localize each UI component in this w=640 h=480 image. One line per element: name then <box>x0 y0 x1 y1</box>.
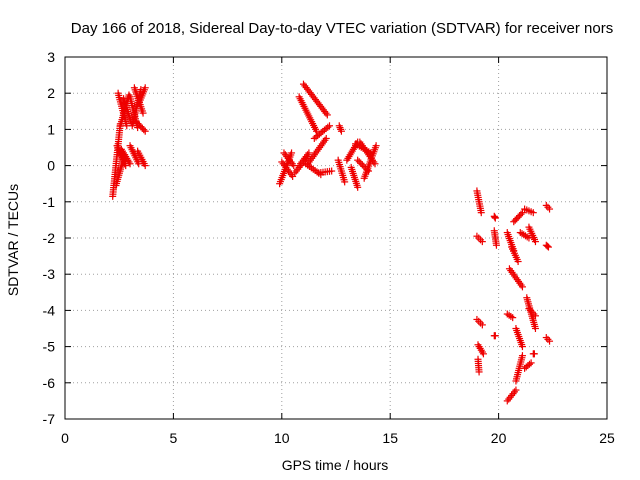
data-point <box>529 209 537 217</box>
x-tick-label: 25 <box>599 430 615 446</box>
y-tick-label: -6 <box>43 375 56 391</box>
y-tick-label: 3 <box>47 49 55 65</box>
data-point <box>491 214 499 222</box>
data-point <box>477 319 485 327</box>
data-point <box>141 84 149 92</box>
y-tick-label: -7 <box>43 411 56 427</box>
data-point <box>324 123 332 131</box>
x-tick-label: 0 <box>61 430 69 446</box>
data-point <box>305 149 313 157</box>
data-point <box>479 350 487 358</box>
data-point <box>358 161 366 169</box>
data-points <box>109 80 554 405</box>
chart-grid <box>65 57 607 419</box>
data-point <box>354 183 362 191</box>
y-tick-label: -5 <box>43 339 56 355</box>
data-point <box>122 162 130 170</box>
data-point <box>478 238 486 246</box>
data-point <box>289 172 297 180</box>
data-point <box>492 241 500 249</box>
data-point <box>355 158 363 166</box>
data-point <box>337 127 345 135</box>
data-point <box>514 258 522 266</box>
data-point <box>328 167 336 175</box>
data-point <box>546 205 554 213</box>
data-point <box>518 209 526 217</box>
data-point <box>544 243 552 251</box>
axis-ticks: 0 5 10 15 20 25 -7 -6 -5 -4 -3 -2 -1 0 1 2 3 <box>43 49 615 446</box>
data-point <box>531 312 539 320</box>
y-tick-label: 0 <box>47 158 55 174</box>
data-point <box>518 352 526 360</box>
y-axis-label: SDTVAR / TECUs <box>5 184 21 296</box>
x-tick-label: 15 <box>382 430 398 446</box>
data-point <box>542 201 550 209</box>
x-axis-label: GPS time / hours <box>282 457 389 473</box>
data-point <box>354 156 362 164</box>
data-point <box>141 162 149 170</box>
data-point <box>288 149 296 157</box>
data-point <box>322 134 330 142</box>
data-point <box>546 337 554 345</box>
data-point <box>518 343 526 351</box>
data-point <box>325 122 333 130</box>
x-tick-label: 20 <box>491 430 507 446</box>
y-tick-label: 1 <box>47 121 55 137</box>
data-point <box>473 315 481 323</box>
data-point <box>141 127 149 135</box>
data-point <box>126 160 134 168</box>
data-point <box>517 210 525 218</box>
x-tick-label: 5 <box>170 430 178 446</box>
y-tick-label: -1 <box>43 194 56 210</box>
data-point <box>341 178 349 186</box>
data-point <box>512 386 520 394</box>
data-point <box>475 368 483 376</box>
data-point <box>542 334 550 342</box>
data-point <box>357 159 365 167</box>
data-point <box>322 109 330 117</box>
x-tick-label: 10 <box>274 430 290 446</box>
data-point <box>530 350 538 358</box>
data-point <box>140 126 148 134</box>
data-point <box>323 111 331 119</box>
data-point <box>531 325 539 332</box>
data-point <box>139 109 147 117</box>
data-point <box>509 314 517 322</box>
data-point <box>337 125 345 133</box>
data-point <box>477 209 485 217</box>
data-point <box>336 124 344 132</box>
data-point <box>543 242 551 250</box>
data-point <box>372 142 380 150</box>
data-point <box>491 332 499 340</box>
data-point <box>525 360 533 368</box>
data-point <box>544 203 552 211</box>
data-point <box>518 283 526 291</box>
data-point <box>473 232 481 240</box>
data-point <box>544 335 552 343</box>
data-point <box>475 317 483 325</box>
y-tick-label: -3 <box>43 266 56 282</box>
data-point <box>475 234 483 242</box>
y-tick-label: -2 <box>43 230 56 246</box>
data-point <box>531 238 539 246</box>
plot-frame <box>64 56 608 420</box>
y-tick-label: 2 <box>47 85 55 101</box>
chart-title: Day 166 of 2018, Sidereal Day-to-day VTE… <box>71 20 613 37</box>
data-point <box>477 236 485 244</box>
data-point <box>478 321 486 329</box>
y-tick-label: -4 <box>43 302 56 318</box>
data-point <box>527 359 535 367</box>
